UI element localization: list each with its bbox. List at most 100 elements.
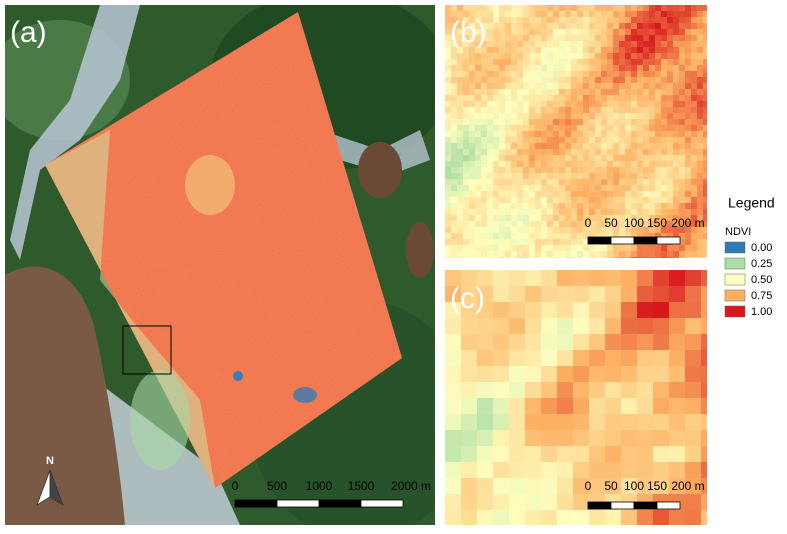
raster-cell [589,414,606,431]
raster-cell [451,107,458,114]
raster-cell [653,398,670,415]
raster-cell [481,149,488,156]
raster-cell [493,251,500,258]
raster-cell [685,203,692,210]
raster-cell [475,71,482,78]
raster-cell [457,179,464,186]
raster-cell [523,107,530,114]
raster-cell [571,47,578,54]
raster-cell [529,113,536,120]
raster-cell [557,398,574,415]
raster-cell [469,179,476,186]
raster-cell [607,101,614,108]
raster-cell [535,5,542,12]
raster-cell [469,41,476,48]
raster-cell [559,221,566,228]
raster-cell [517,161,524,168]
raster-cell [625,23,632,30]
raster-cell [667,191,674,198]
raster-cell [625,209,632,216]
raster-cell [621,510,638,525]
raster-cell [583,161,590,168]
raster-cell [583,197,590,204]
raster-cell [691,155,698,162]
raster-cell [667,23,674,30]
raster-cell [613,53,620,60]
raster-cell [493,29,500,36]
raster-cell [703,173,707,180]
raster-cell [649,251,656,258]
raster-cell [589,233,596,240]
raster-cell [451,59,458,66]
raster-cell [463,185,470,192]
raster-cell [589,47,596,54]
raster-cell [493,494,510,511]
raster-cell [595,155,602,162]
raster-cell [621,334,638,351]
raster-cell [637,59,644,66]
raster-cell [697,179,704,186]
raster-cell [559,161,566,168]
raster-cell [487,11,494,18]
raster-cell [577,227,584,234]
raster-cell [577,89,584,96]
raster-cell [457,197,464,204]
raster-cell [517,59,524,66]
raster-cell [649,101,656,108]
raster-cell [661,65,668,72]
raster-cell [673,107,680,114]
raster-cell [691,221,698,228]
raster-cell [601,77,608,84]
raster-cell [523,161,530,168]
raster-cell [643,131,650,138]
raster-cell [499,11,506,18]
raster-cell [553,149,560,156]
raster-cell [529,257,536,258]
raster-cell [625,65,632,72]
raster-cell [631,143,638,150]
raster-cell [631,29,638,36]
raster-cell [487,47,494,54]
raster-cell [631,203,638,210]
raster-cell [481,221,488,228]
raster-cell [457,59,464,66]
raster-cell [475,53,482,60]
raster-cell [673,185,680,192]
raster-cell [601,173,608,180]
raster-cell [487,41,494,48]
raster-cell [577,173,584,180]
raster-cell [685,462,702,479]
scale-label: 100 [624,479,644,493]
raster-cell [493,113,500,120]
raster-cell [703,155,707,162]
raster-cell [643,23,650,30]
raster-cell [619,5,626,12]
raster-cell [557,350,574,367]
raster-cell [565,221,572,228]
raster-cell [703,35,707,42]
raster-cell [577,155,584,162]
raster-cell [559,29,566,36]
raster-cell [553,251,560,258]
raster-cell [613,233,620,240]
raster-cell [631,191,638,198]
raster-cell [655,53,662,60]
legend-swatch [724,241,746,254]
raster-cell [653,382,670,399]
raster-cell [559,131,566,138]
raster-cell [565,113,572,120]
raster-cell [673,197,680,204]
raster-cell [463,161,470,168]
raster-cell [679,59,686,66]
raster-cell [529,41,536,48]
raster-cell [661,227,668,234]
raster-cell [445,101,452,108]
raster-cell [607,233,614,240]
raster-cell [685,23,692,30]
raster-cell [451,233,458,240]
raster-cell [667,83,674,90]
raster-cell [487,143,494,150]
raster-cell [685,446,702,463]
raster-cell [625,17,632,24]
raster-cell [595,113,602,120]
